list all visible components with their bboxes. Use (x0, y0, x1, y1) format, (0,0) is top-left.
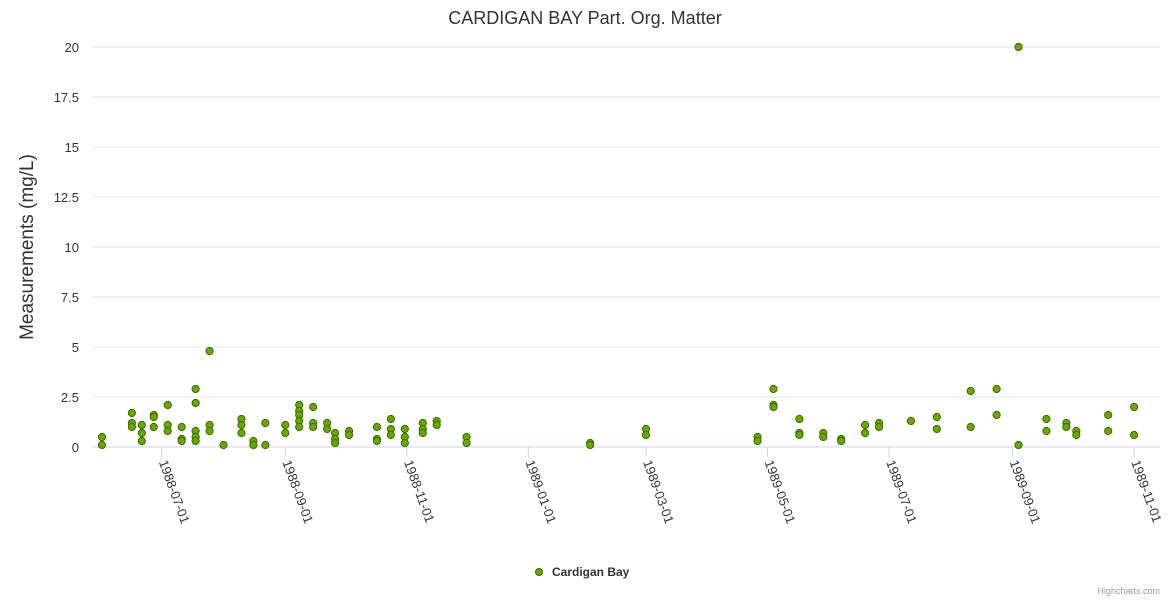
data-point[interactable] (1129, 402, 1139, 412)
y-tick-label: 10 (65, 240, 79, 255)
x-tick-label: 1988-07-01 (156, 458, 193, 526)
data-point[interactable] (191, 384, 200, 394)
data-point[interactable] (386, 414, 395, 424)
data-point[interactable] (769, 384, 778, 394)
data-point[interactable] (462, 438, 471, 448)
data-point[interactable] (1072, 430, 1081, 440)
data-point[interactable] (432, 420, 441, 430)
y-tick-label: 20 (65, 40, 79, 55)
y-axis-label: Measurements (mg/L) (17, 154, 38, 340)
data-point[interactable] (932, 412, 941, 422)
data-point[interactable] (149, 412, 158, 422)
data-point[interactable] (386, 430, 395, 440)
data-point[interactable] (309, 422, 318, 432)
y-tick-label: 17.5 (54, 90, 79, 105)
data-point[interactable] (205, 346, 214, 356)
data-point[interactable] (261, 418, 270, 428)
data-point[interactable] (205, 426, 214, 436)
data-point[interactable] (874, 422, 884, 432)
data-point[interactable] (137, 436, 146, 446)
gridlines (92, 46, 1160, 448)
data-point[interactable] (127, 422, 136, 432)
data-point[interactable] (400, 424, 409, 434)
data-point[interactable] (1104, 426, 1113, 436)
data-point[interactable] (237, 420, 246, 430)
data-point[interactable] (323, 424, 332, 434)
data-point[interactable] (177, 422, 186, 432)
data-point[interactable] (1129, 430, 1139, 440)
legend-marker (535, 568, 543, 576)
data-point[interactable] (769, 402, 778, 412)
y-tick-label: 5 (72, 340, 79, 355)
data-point[interactable] (400, 438, 409, 448)
credits-link[interactable]: Highcharts.com (1097, 586, 1160, 596)
data-point[interactable] (1014, 440, 1023, 450)
legend[interactable]: Cardigan Bay (535, 565, 630, 579)
data-point[interactable] (372, 422, 382, 432)
data-point[interactable] (932, 424, 941, 434)
data-point[interactable] (992, 410, 1001, 420)
data-point[interactable] (1014, 42, 1023, 52)
data-point[interactable] (1042, 426, 1051, 436)
data-point[interactable] (992, 384, 1001, 394)
data-point[interactable] (127, 408, 136, 418)
data-point[interactable] (163, 400, 172, 410)
data-point[interactable] (586, 440, 595, 450)
y-axis: 0 2.5 5 7.5 10 12.5 15 17.5 20 (54, 40, 79, 455)
data-point[interactable] (191, 398, 200, 408)
data-point[interactable] (1042, 414, 1051, 424)
data-point[interactable] (906, 416, 916, 426)
y-tick-label: 15 (65, 140, 79, 155)
data-point[interactable] (753, 436, 762, 446)
y-tick-label: 7.5 (61, 290, 79, 305)
data-point[interactable] (418, 428, 427, 438)
data-point[interactable] (330, 438, 340, 448)
data-point[interactable] (344, 430, 354, 440)
x-tick-label: 1988-09-01 (279, 458, 316, 526)
data-point[interactable] (309, 402, 318, 412)
data-point[interactable] (237, 428, 246, 438)
chart-title: CARDIGAN BAY Part. Org. Matter (448, 8, 721, 28)
x-tick-label: 1989-09-01 (1007, 458, 1044, 526)
x-tick-label: 1989-05-01 (762, 458, 799, 526)
data-point[interactable] (191, 436, 200, 446)
x-axis: 1988-07-01 1988-09-01 1988-11-01 1989-01-01… (156, 447, 1165, 526)
data-point[interactable] (641, 430, 651, 440)
y-tick-label: 2.5 (61, 390, 79, 405)
data-point[interactable] (966, 386, 975, 396)
data-point[interactable] (837, 436, 846, 446)
data-point[interactable] (177, 436, 186, 446)
data-point[interactable] (861, 428, 870, 438)
x-tick-label: 1989-03-01 (640, 458, 677, 526)
data-point[interactable] (1062, 422, 1071, 432)
x-tick-label: 1989-11-01 (1128, 458, 1165, 525)
data-point[interactable] (163, 426, 172, 436)
data-point[interactable] (149, 422, 158, 432)
data-point[interactable] (861, 420, 870, 430)
data-point[interactable] (966, 422, 975, 432)
data-point[interactable] (795, 414, 804, 424)
data-point[interactable] (281, 428, 290, 438)
data-point[interactable] (1104, 410, 1113, 420)
x-tick-label: 1989-01-01 (523, 458, 560, 526)
x-tick-label: 1989-07-01 (883, 458, 920, 526)
y-tick-label: 0 (72, 440, 79, 455)
series-cardigan-bay (97, 42, 1139, 450)
data-point[interactable] (137, 428, 146, 438)
data-point[interactable] (97, 440, 107, 450)
data-point[interactable] (795, 430, 804, 440)
data-point[interactable] (819, 432, 828, 442)
y-tick-label: 12.5 (54, 190, 79, 205)
data-point[interactable] (219, 440, 228, 450)
data-point[interactable] (249, 440, 258, 450)
data-point[interactable] (137, 420, 146, 430)
data-point[interactable] (97, 432, 107, 442)
data-point[interactable] (372, 436, 382, 446)
data-point[interactable] (295, 422, 304, 432)
legend-item-label[interactable]: Cardigan Bay (552, 565, 630, 579)
data-point[interactable] (281, 420, 290, 430)
x-tick-label: 1988-11-01 (401, 458, 438, 525)
data-point[interactable] (261, 440, 270, 450)
